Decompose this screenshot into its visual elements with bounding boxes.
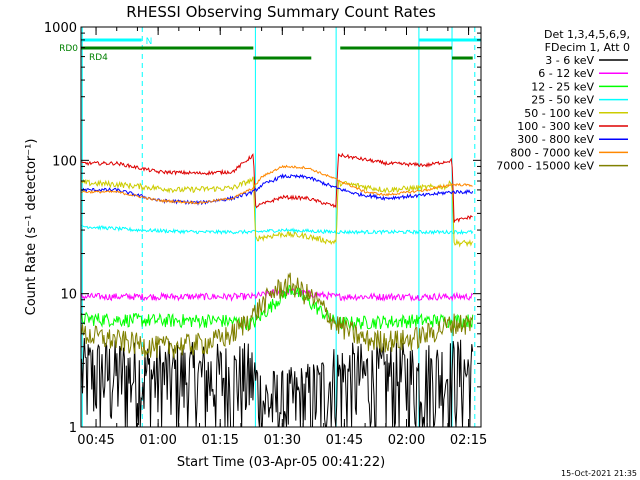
- timestamp: 15-Oct-2021 21:35: [561, 469, 637, 478]
- x-tick-label-1: 01:00: [139, 433, 176, 448]
- y-tick-label-3: 1000: [44, 21, 77, 36]
- series-7-line: [81, 164, 473, 205]
- legend-label-8: 7000 - 15000 keV: [496, 160, 594, 173]
- y-tick-label-1: 10: [60, 288, 77, 303]
- series-8-line: [81, 272, 474, 359]
- legend-label-3: 25 - 50 keV: [531, 94, 594, 107]
- axis-layer: 1 10 100 1000 00:45 01:00 01:15 01:30 01:45 02:00…: [44, 21, 487, 448]
- x-tick-label-3: 01:30: [264, 433, 301, 448]
- legend: Det 1,3,4,5,6,9, FDecim 1, Att 0 3 - 6 k…: [496, 28, 630, 173]
- vertical-lines-layer: [81, 27, 476, 427]
- series-6-line: [81, 173, 474, 206]
- flags-layer: N RD0 RD4: [59, 37, 481, 63]
- legend-label-4: 50 - 100 keV: [524, 107, 594, 120]
- legend-header-line-1: Det 1,3,4,5,6,9,: [544, 28, 630, 41]
- x-tick-label-5: 02:00: [388, 433, 425, 448]
- legend-label-2: 12 - 25 keV: [531, 80, 594, 93]
- legend-label-0: 3 - 6 keV: [545, 54, 594, 67]
- chart-title: RHESSI Observing Summary Count Rates: [126, 3, 436, 21]
- series-3-line: [81, 224, 474, 236]
- x-axis-label: Start Time (03-Apr-05 00:41:22): [177, 455, 385, 470]
- x-tick-label-6: 02:15: [450, 433, 487, 448]
- flag-label-RD4: RD4: [89, 53, 108, 63]
- x-tick-label-4: 01:45: [326, 433, 363, 448]
- legend-label-1: 6 - 12 keV: [538, 67, 594, 80]
- y-tick-label-0: 1: [69, 421, 77, 436]
- legend-label-5: 100 - 300 keV: [517, 120, 594, 133]
- legend-label-6: 300 - 800 keV: [517, 133, 594, 146]
- legend-header-line-2: FDecim 1, Att 0: [545, 41, 630, 54]
- series-4-line: [81, 176, 474, 248]
- flag-label-N: N: [146, 37, 153, 47]
- series-0-line: [81, 337, 474, 428]
- legend-label-7: 800 - 7000 keV: [510, 146, 594, 159]
- series-5-line: [81, 152, 473, 223]
- x-tick-label-0: 00:45: [77, 433, 114, 448]
- flag-label-RD0: RD0: [59, 44, 78, 54]
- y-tick-label-2: 100: [52, 154, 77, 169]
- series-2-line: [81, 284, 474, 331]
- plot-frame: [80, 26, 482, 428]
- series-layer: [81, 152, 474, 428]
- y-axis-label: Count Rate (s⁻¹ detector⁻¹): [24, 139, 39, 316]
- x-tick-label-2: 01:15: [201, 433, 238, 448]
